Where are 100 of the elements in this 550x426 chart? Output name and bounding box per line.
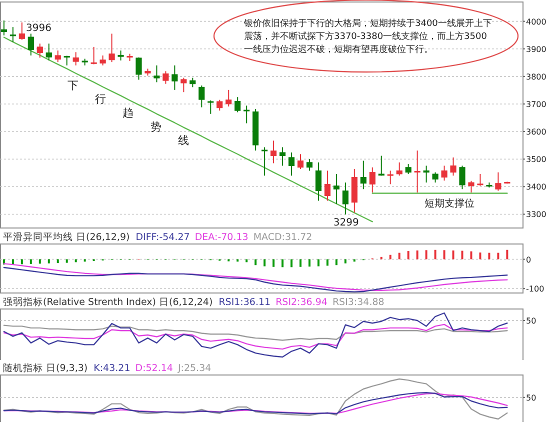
bar [461, 250, 464, 260]
candlestick [378, 155, 384, 176]
text: RSI2:36.94 [276, 297, 328, 308]
text: DIFF:-54.27 [136, 232, 190, 243]
candlestick [324, 170, 330, 202]
candlestick [234, 96, 241, 113]
text: 下行趋势线 [67, 78, 189, 148]
bar [48, 259, 50, 264]
bar [443, 250, 446, 260]
candlestick [54, 50, 61, 63]
y-tick-label: 4000 [526, 17, 546, 26]
candlestick [396, 162, 402, 176]
bar [479, 252, 482, 260]
candlestick [226, 89, 232, 107]
candlestick [108, 33, 115, 63]
candlestick [369, 166, 376, 193]
text: D:52.14 [135, 363, 173, 374]
candlestick [208, 100, 214, 114]
bar [398, 252, 400, 260]
bar [506, 250, 508, 260]
annotation: 短期支撑位 [424, 197, 474, 210]
candlestick [306, 158, 313, 172]
candlestick [333, 173, 340, 205]
series-label: MACD:31.72 [253, 232, 312, 243]
candlestick [64, 55, 70, 66]
bar [470, 251, 472, 260]
text: K:43.21 [94, 363, 130, 374]
bar [272, 259, 275, 267]
candlestick [180, 77, 187, 93]
chart-title: 强弱指标(Relative Strenth Index) 日(6,12,24) [3, 296, 213, 308]
bar [497, 252, 500, 260]
bar [30, 259, 32, 264]
bar [335, 259, 338, 266]
candlestick [432, 172, 438, 184]
text: 50 [526, 393, 536, 402]
annotation: 银价依旧保持于下行的大格局，短期持续于3400一线展开上下震荡，并不断试探下方3370-3380一线支撑位，而上方3500一线压力位迟迟不破，短期有望再度破位下行。 [243, 18, 492, 55]
candlestick [10, 26, 16, 42]
candlestick [0, 20, 7, 36]
y-tick-label: 3700 [526, 100, 546, 109]
y-tick-label: 0 [526, 255, 532, 264]
bar [434, 250, 436, 260]
candlestick [100, 54, 106, 66]
candlestick [46, 43, 52, 61]
bar [290, 259, 293, 268]
y-tick-label: -100 [526, 284, 544, 294]
candlestick [477, 173, 484, 186]
bar [20, 259, 23, 264]
bar [254, 259, 257, 266]
bar [282, 259, 284, 268]
text: 50 [526, 316, 536, 326]
candlestick [495, 172, 502, 192]
candlestick [18, 22, 25, 40]
candlestick [297, 154, 304, 170]
candlestick [459, 165, 466, 190]
bar [407, 251, 410, 260]
y-tick-label: 3900 [526, 44, 546, 54]
text: DEA:-70.13 [194, 232, 248, 243]
candlestick [72, 52, 79, 66]
candlestick [28, 33, 34, 56]
bar [66, 259, 68, 263]
candlestick [172, 64, 178, 90]
text: J:25.34 [176, 363, 212, 374]
text: RSI1:36.11 [218, 297, 271, 308]
y-tick-label: 3300 [526, 210, 546, 220]
candlestick [244, 105, 250, 124]
candlestick [279, 146, 286, 166]
text: RSI3:34.88 [332, 297, 384, 308]
y-tick-label: 3400 [526, 182, 546, 192]
candlestick [315, 162, 322, 202]
candlestick [414, 150, 420, 193]
bar [425, 250, 428, 260]
bar [38, 259, 41, 264]
chart-title: 平滑异同平均线 日(26,12,9) [3, 231, 130, 243]
candlestick [216, 99, 223, 112]
candlestick [270, 140, 277, 164]
bar [264, 259, 266, 266]
candlestick [450, 156, 456, 176]
candlestick [288, 152, 295, 176]
candlestick [405, 164, 412, 174]
annotation: 3299 [333, 217, 359, 228]
candlestick [360, 160, 366, 190]
annotation: 3996 [26, 23, 52, 34]
candlestick [423, 165, 430, 184]
bar [488, 252, 490, 260]
candlestick [162, 70, 169, 84]
bar [326, 259, 328, 266]
candlestick [198, 85, 205, 108]
bar [56, 259, 59, 264]
bar [380, 256, 382, 260]
y-tick-label: 3800 [526, 72, 546, 82]
candlestick [342, 182, 348, 215]
bar [452, 250, 454, 260]
candlestick [190, 77, 196, 88]
candlestick [441, 165, 448, 182]
candlestick [387, 170, 394, 185]
y-tick-label: 3600 [526, 128, 546, 137]
chart-title: 随机指标 日(9,3,3) [3, 362, 88, 374]
bar [416, 250, 418, 260]
bar [344, 259, 346, 264]
y-tick-label: 3500 [526, 155, 546, 164]
